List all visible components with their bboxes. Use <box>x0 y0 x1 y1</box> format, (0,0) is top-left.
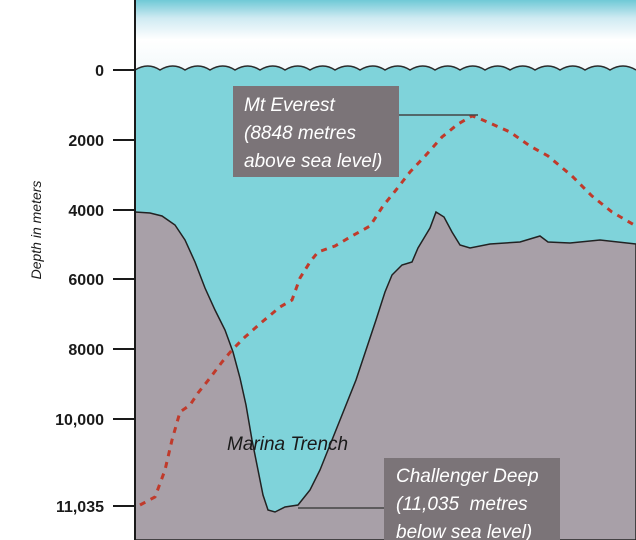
wave-line <box>134 65 636 71</box>
trench-label: Marina Trench <box>227 434 348 455</box>
challenger-label-line-1: Challenger Deep <box>396 466 539 487</box>
tick-4000: 4000 <box>68 203 135 220</box>
everest-profile-line <box>139 114 636 507</box>
tick-label-11035: 11,035 <box>56 499 104 516</box>
tick-label-2000: 2000 <box>68 133 104 150</box>
tick-6000: 6000 <box>68 272 135 289</box>
sky <box>135 0 636 72</box>
tick-10000: 10,000 <box>55 412 135 429</box>
challenger-label-line-2: (11,035 metres <box>396 494 528 515</box>
tick-label-0: 0 <box>95 63 104 80</box>
everest-callout-box <box>233 86 399 177</box>
tick-2000: 2000 <box>68 133 135 150</box>
tick-0: 0 <box>95 63 135 80</box>
challenger-label-line-3: below sea level) <box>396 522 532 540</box>
challenger-callout-box <box>384 458 560 540</box>
everest-label-line-2: (8848 metres <box>244 123 356 144</box>
axis-title: Depth in meters <box>28 181 44 280</box>
everest-label-line-1: Mt Everest <box>244 95 336 116</box>
everest-label-line-3: above sea level) <box>244 151 382 172</box>
tick-11035: 11,035 <box>56 499 135 516</box>
tick-8000: 8000 <box>68 342 135 359</box>
tick-label-10000: 10,000 <box>55 412 104 429</box>
tick-label-4000: 4000 <box>68 203 104 220</box>
tick-label-6000: 6000 <box>68 272 104 289</box>
tick-label-8000: 8000 <box>68 342 104 359</box>
